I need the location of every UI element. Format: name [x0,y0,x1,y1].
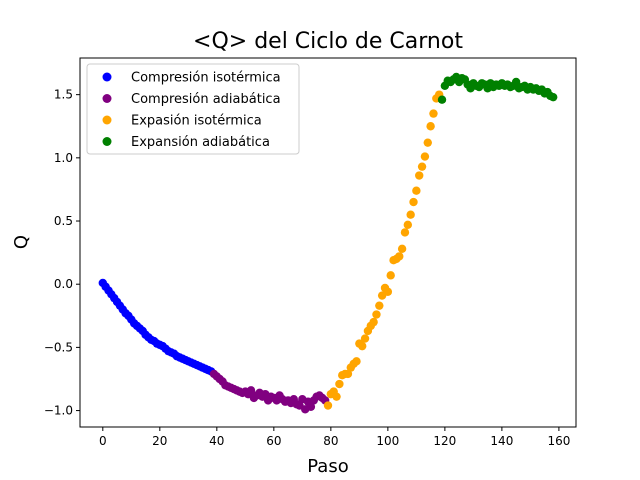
y-tick-label: 0.5 [54,214,73,228]
legend-label: Expasión isotérmica [131,114,262,129]
legend-marker [102,137,112,146]
plot-area [79,57,577,428]
data-point-series-2 [409,197,418,207]
data-point-series-2 [358,341,367,351]
x-tick-label: 20 [152,434,167,448]
data-point-series-2 [417,162,427,171]
data-point-series-2 [400,228,410,237]
legend-label: Compresión adiabática [131,92,281,107]
y-tick-label: 1.5 [54,88,73,102]
data-point-series-2 [332,392,341,401]
data-point-series-2 [415,171,424,180]
x-tick-label: 80 [323,434,338,448]
data-point-series-2 [395,252,404,261]
data-point-series-3 [549,92,558,102]
x-tick-label: 120 [433,434,456,448]
data-point-series-2 [383,287,393,296]
data-point-series-2 [406,210,415,219]
legend-label: Expansión adiabática [131,135,270,150]
y-axis-ticks: −1.0 −0.5 0.0 0.5 1.0 1.5 [44,88,80,418]
data-point-series-3 [437,95,447,104]
data-point-series-2 [323,401,333,410]
x-tick-label: 40 [209,434,224,448]
y-tick-label: −1.0 [44,404,73,418]
y-axis-label: Q [11,235,32,249]
y-tick-label: 1.0 [54,151,73,165]
axes-frame [79,57,577,428]
data-point-series-2 [375,301,384,310]
data-points [98,72,558,414]
legend-label: Compresión isotérmica [131,71,281,86]
data-point-series-1 [306,402,316,411]
legend-marker [102,94,112,103]
data-point-series-2 [352,357,361,366]
y-tick-label: 0.0 [54,277,73,291]
chart-title: <Q> del Ciclo de Carnot [193,29,463,54]
legend-box [86,63,300,155]
data-point-series-2 [412,186,421,195]
data-point-series-2 [429,109,438,118]
data-point-series-2 [397,244,407,254]
x-tick-label: 160 [547,434,570,448]
x-axis-label: Paso [307,456,348,477]
data-point-series-2 [403,220,413,230]
legend: Compresión isotérmica Compresión adiabáti… [86,63,300,155]
legend-marker [102,72,112,82]
data-point-series-2 [343,369,353,379]
x-tick-label: 60 [266,434,281,448]
legend-marker [102,115,112,125]
data-point-series-2 [420,152,430,161]
data-point-series-2 [335,379,344,389]
data-point-series-2 [426,122,435,131]
data-point-series-2 [423,138,432,147]
data-point-series-3 [511,77,521,87]
x-tick-label: 140 [490,434,513,448]
x-axis-ticks: 0 20 40 60 80 100 120 140 160 [99,427,570,448]
x-tick-label: 100 [376,434,399,448]
data-point-series-2 [369,317,378,327]
data-point-series-1 [246,386,256,395]
data-point-series-2 [386,271,395,280]
data-point-series-2 [372,310,381,319]
y-tick-label: −0.5 [44,340,73,354]
x-tick-label: 0 [99,434,107,448]
data-point-series-2 [360,334,370,343]
